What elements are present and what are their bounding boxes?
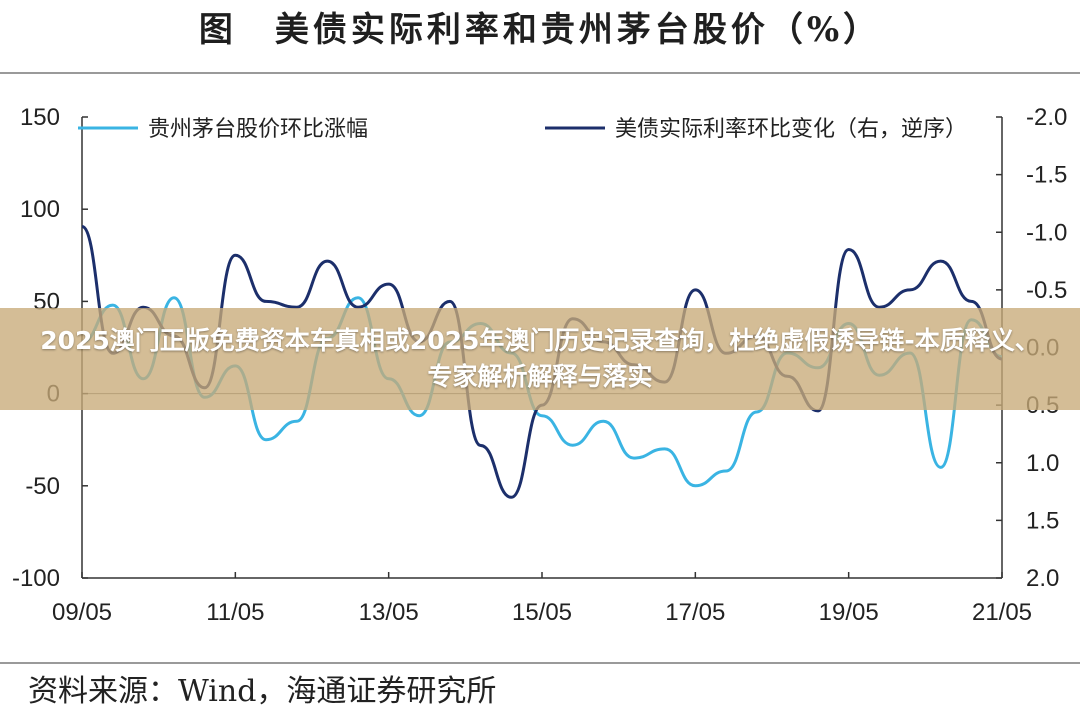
chart-ticks: 150100500-50-100-2.0-1.5-1.0-0.50.00.51.… [12, 104, 1067, 626]
x-tick-label: 09/05 [52, 599, 112, 626]
left-tick-label: 150 [20, 104, 60, 131]
x-tick-label: 11/05 [206, 599, 264, 626]
series-line-real-yield [81, 225, 1003, 499]
left-tick-label: -100 [12, 565, 60, 592]
x-tick-label: 13/05 [359, 599, 419, 626]
right-tick-label: -2.0 [1026, 104, 1067, 131]
bottom-divider [0, 662, 1080, 664]
left-tick-label: 100 [20, 196, 60, 223]
line-chart: 150100500-50-100-2.0-1.5-1.0-0.50.00.51.… [12, 104, 1067, 626]
legend-label-moutai: 贵州茅台股价环比涨幅 [148, 117, 368, 142]
right-tick-label: 1.5 [1026, 507, 1059, 534]
chart-title: 图 美债实际利率和贵州茅台股价（%） [198, 10, 882, 50]
x-tick-label: 21/05 [972, 599, 1032, 626]
overlay-banner[interactable]: 2025澳门正版免费资本车真相或2025年澳门历史记录查询，杜绝虚假诱导链-本质… [0, 308, 1080, 410]
x-tick-label: 15/05 [512, 599, 572, 626]
x-tick-label: 17/05 [665, 599, 725, 626]
chart-legend: 贵州茅台股价环比涨幅 美债实际利率环比变化（右，逆序） [78, 117, 967, 142]
source-note: 资料来源：Wind，海通证券研究所 [28, 674, 497, 709]
x-tick-label: 19/05 [819, 599, 879, 626]
top-divider [0, 72, 1080, 74]
left-tick-label: -50 [25, 473, 60, 500]
overlay-headline[interactable]: 2025澳门正版免费资本车真相或2025年澳门历史记录查询，杜绝虚假诱导链-本质… [40, 326, 1040, 391]
right-tick-label: -1.0 [1026, 219, 1067, 246]
legend-label-real-yield: 美债实际利率环比变化（右，逆序） [615, 117, 967, 142]
right-tick-label: 2.0 [1026, 565, 1059, 592]
right-tick-label: 1.0 [1026, 450, 1059, 477]
right-tick-label: -0.5 [1026, 277, 1067, 304]
right-tick-label: -1.5 [1026, 162, 1067, 189]
